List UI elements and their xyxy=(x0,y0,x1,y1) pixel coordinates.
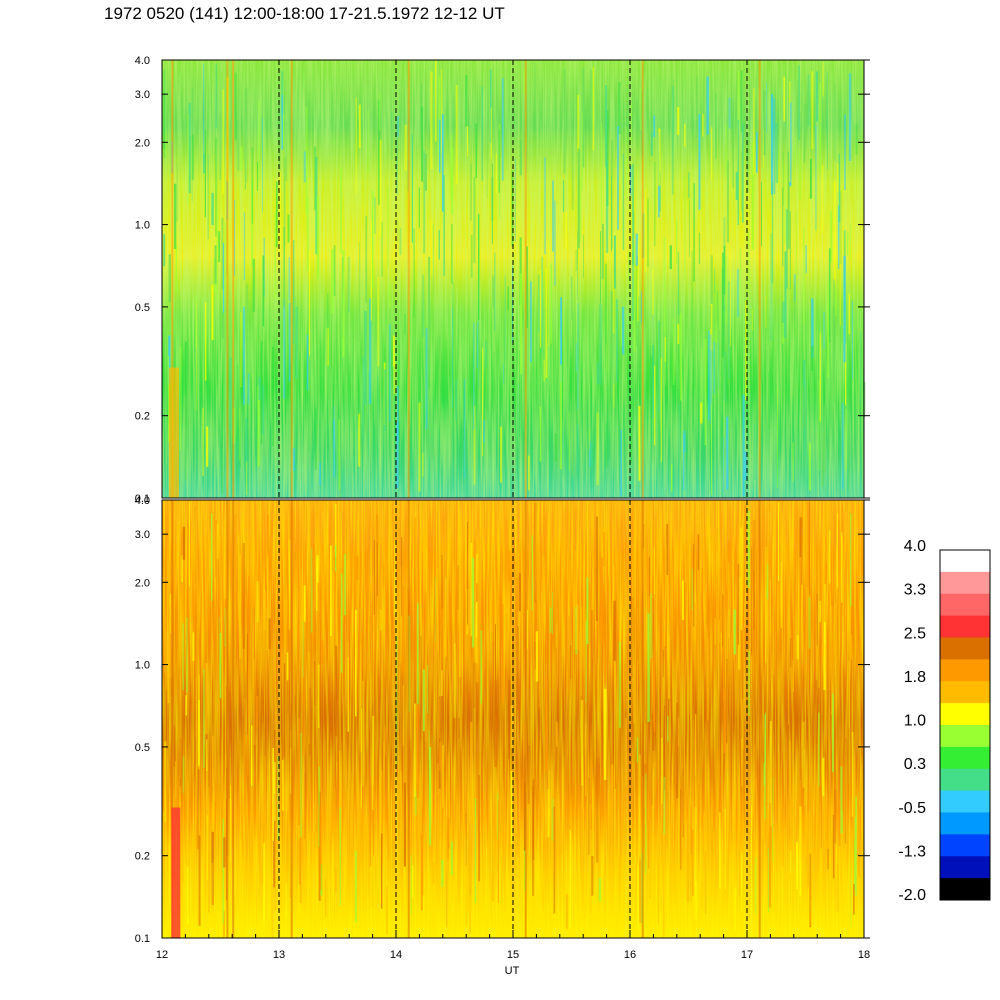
x-tick-label: 16 xyxy=(624,949,636,961)
lower-y-tick-label: 4.0 xyxy=(135,495,150,507)
lower-y-tick-label: 1.0 xyxy=(135,660,150,672)
colorbar-labels: 4.0 3.3 2.5 1.8 1.0 0.3 -0.5 -1.3 -2.0 xyxy=(898,538,926,904)
x-tick-label: 14 xyxy=(390,949,402,961)
upper-panel-streaks xyxy=(163,60,866,498)
colorbar-segment xyxy=(940,856,990,879)
colorbar-segment xyxy=(940,790,990,814)
colorbar-segment xyxy=(940,834,990,857)
lower-y-tick-label: 3.0 xyxy=(135,529,150,541)
lower-y-tick-label: 0.1 xyxy=(135,933,150,945)
colorbar-segment xyxy=(940,659,990,682)
axis-ticks xyxy=(161,59,870,939)
colorbar-segment xyxy=(940,746,990,770)
colorbar-label: 1.0 xyxy=(904,713,926,730)
dashed-gridlines xyxy=(278,60,748,938)
colorbar-segment xyxy=(940,550,990,573)
axis-tick-labels: 0.10.20.51.02.03.04.00.10.20.51.02.03.04… xyxy=(135,55,870,961)
colorbar-segment xyxy=(940,615,990,639)
lower-y-tick-label: 0.2 xyxy=(135,851,150,863)
colorbar-label: -0.5 xyxy=(898,800,926,817)
upper-y-tick-label: 2.0 xyxy=(135,137,150,149)
colorbar-segment xyxy=(940,571,990,595)
colorbar-label: 4.0 xyxy=(904,538,926,555)
upper-y-tick-label: 1.0 xyxy=(135,220,150,232)
x-tick-label: 12 xyxy=(156,949,168,961)
x-axis-title: UT xyxy=(505,965,520,977)
colorbar-segment xyxy=(940,593,990,617)
x-tick-label: 17 xyxy=(741,949,753,961)
lower-y-tick-label: 2.0 xyxy=(135,577,150,589)
upper-y-tick-label: 0.2 xyxy=(135,411,150,423)
colorbar-segment xyxy=(940,768,990,792)
lower-y-tick-label: 0.5 xyxy=(135,742,150,754)
colorbar-label: 1.8 xyxy=(904,669,926,686)
colorbar-label: 2.5 xyxy=(904,625,926,642)
upper-panel xyxy=(161,59,866,499)
upper-y-tick-label: 0.5 xyxy=(135,302,150,314)
colorbar-segment xyxy=(940,703,990,726)
upper-y-tick-label: 3.0 xyxy=(135,89,150,101)
colorbar-label: -2.0 xyxy=(898,887,926,904)
upper-y-tick-label: 4.0 xyxy=(135,55,150,67)
colorbar-segment xyxy=(940,812,990,835)
colorbar-frame xyxy=(939,549,991,901)
colorbar xyxy=(939,549,991,901)
colorbar-label: 3.3 xyxy=(904,582,926,599)
page-title: 1972 0520 (141) 12:00-18:00 17-21.5.1972… xyxy=(104,4,505,23)
colorbar-label: -1.3 xyxy=(898,843,926,860)
colorbar-segment xyxy=(940,637,990,660)
lower-panel-streaks xyxy=(162,500,865,938)
upper-y-tick-label: 0.1 xyxy=(135,493,150,505)
colorbar-segment xyxy=(940,725,990,748)
colorbar-segment xyxy=(940,681,990,704)
colorbar-label: 0.3 xyxy=(904,756,926,773)
x-tick-label: 18 xyxy=(858,949,870,961)
x-tick-label: 13 xyxy=(273,949,285,961)
x-tick-label: 15 xyxy=(507,949,519,961)
colorbar-segment xyxy=(940,878,990,901)
